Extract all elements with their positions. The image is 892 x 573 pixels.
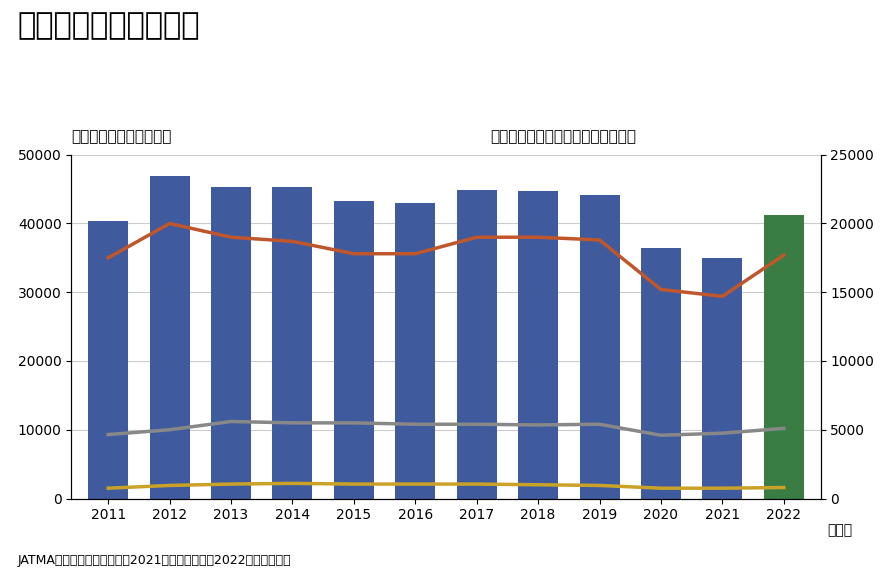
Bar xyxy=(457,190,497,499)
Legend: 四輪車用合計, 乗用車用, 小型トラック用, トラック・バス用: 四輪車用合計, 乗用車用, 小型トラック用, トラック・バス用 xyxy=(210,567,622,573)
Bar xyxy=(88,221,128,499)
Text: 国内新車用タイヤ需要: 国内新車用タイヤ需要 xyxy=(18,11,201,41)
Bar xyxy=(580,195,620,499)
Bar xyxy=(702,258,742,499)
Bar xyxy=(150,176,190,499)
Text: 四輪車用合計、乗用車用: 四輪車用合計、乗用車用 xyxy=(71,129,172,144)
Bar xyxy=(518,191,558,499)
Bar xyxy=(641,248,681,499)
Bar xyxy=(211,187,251,499)
Bar xyxy=(334,202,374,499)
Bar xyxy=(272,187,312,499)
Text: 小型トラック用、トラック・バス用: 小型トラック用、トラック・バス用 xyxy=(491,129,637,144)
Bar xyxy=(395,203,435,499)
Text: JATMAまとめ、単位は千本。2021年は見込み値、2022年は見通し値: JATMAまとめ、単位は千本。2021年は見込み値、2022年は見通し値 xyxy=(18,554,292,567)
Text: （年）: （年） xyxy=(828,524,853,537)
Bar xyxy=(764,214,804,499)
